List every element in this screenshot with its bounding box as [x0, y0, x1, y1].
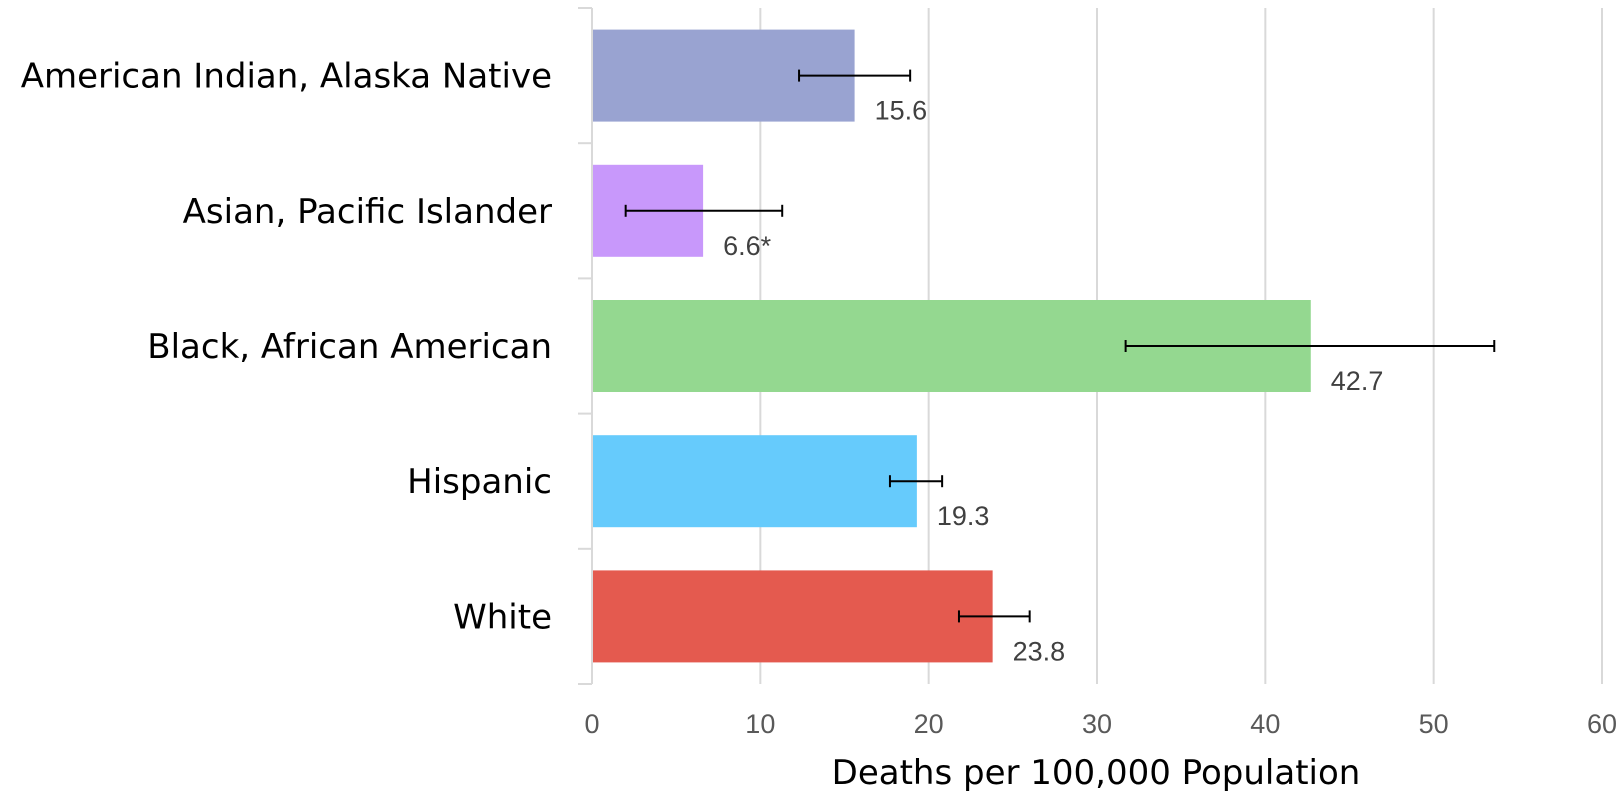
category-label-1: American Indian, Alaska Native: [21, 57, 552, 97]
category-label-4: Hispanic: [407, 462, 552, 502]
bar-4: [592, 435, 917, 528]
axes: [578, 7, 593, 685]
x-tick-label-10: 10: [745, 709, 775, 739]
category-label-2: Asian, Pacific Islander: [183, 192, 552, 232]
x-tick-label-50: 50: [1419, 709, 1449, 739]
x-tick-label-30: 30: [1082, 709, 1112, 739]
data-label-3: 42.7: [1331, 366, 1384, 396]
data-label-4: 19.3: [937, 501, 990, 531]
x-axis-title: Deaths per 100,000 Population: [832, 753, 1361, 793]
x-tick-label-20: 20: [914, 709, 944, 739]
bar-5: [592, 570, 993, 663]
labels: 0 10 20 30 40 50 60 American Indian, Alaska Nat…: [21, 57, 1617, 739]
category-label-5: White: [453, 597, 552, 637]
bars: [592, 29, 1311, 663]
x-tick-label-0: 0: [584, 709, 599, 739]
error-bars: [624, 69, 1496, 623]
x-tick-label-40: 40: [1250, 709, 1280, 739]
x-tick-label-60: 60: [1587, 709, 1617, 739]
data-label-2: 6.6*: [723, 231, 772, 261]
data-label-1: 15.6: [875, 96, 928, 126]
data-label-5: 23.8: [1013, 636, 1066, 666]
category-label-3: Black, African American: [147, 327, 552, 367]
